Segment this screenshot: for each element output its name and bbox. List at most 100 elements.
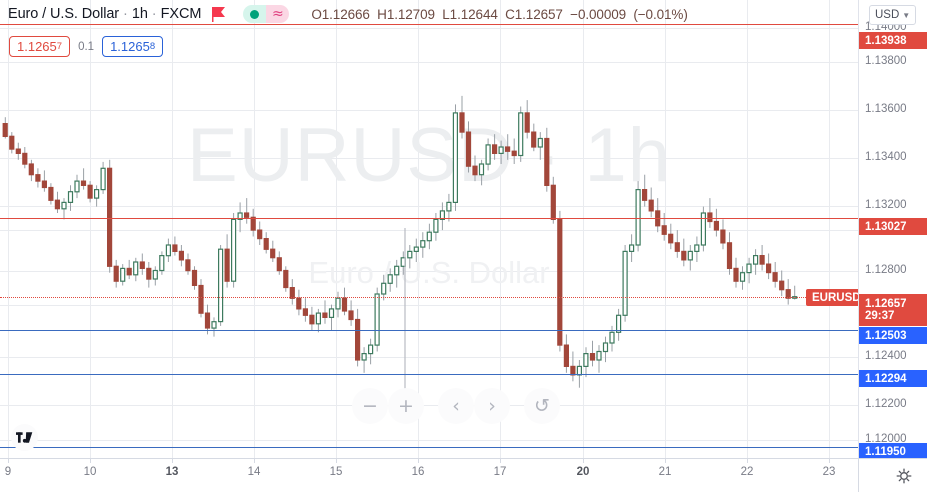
badge-value: 1.13027 xyxy=(865,220,907,233)
wave-icon[interactable]: ≈ xyxy=(266,5,290,23)
currency-selector[interactable]: USD ▼ xyxy=(869,5,917,25)
buy-price-badge[interactable]: 1.1265 8 xyxy=(102,36,164,57)
support-badge-1[interactable]: 1.12503 xyxy=(859,327,927,344)
grid-line-horizontal xyxy=(0,271,858,272)
scroll-right-button[interactable]: › xyxy=(474,388,510,424)
sell-price-main: 1.1265 xyxy=(17,39,57,54)
time-scale-divider xyxy=(858,459,859,492)
grid-line-horizontal xyxy=(0,110,858,111)
time-scale[interactable]: 9 10 13 14 15 16 17 20 21 22 23 xyxy=(0,458,927,492)
ohlc-values: O1.12666 H1.12709 L1.12644 C1.12657 −0.0… xyxy=(311,7,687,22)
price-level-support-1[interactable] xyxy=(0,329,858,331)
time-axis-label: 23 xyxy=(822,466,836,478)
exchange-label[interactable]: FXCM xyxy=(160,6,202,22)
scroll-left-button[interactable]: ‹ xyxy=(438,388,474,424)
chart-legend: Euro / U.S. Dollar · 1h · FXCM ≈ O1.1266… xyxy=(8,3,688,25)
time-axis-tick xyxy=(172,459,173,463)
symbol-title[interactable]: Euro / U.S. Dollar xyxy=(8,6,120,22)
last-price-tag[interactable]: EURUSD xyxy=(806,289,858,306)
high-level-badge[interactable]: 1.13938 xyxy=(859,32,927,49)
chart-nav-buttons: − + ‹ › ↺ xyxy=(352,388,560,424)
price-level-last-price[interactable] xyxy=(0,296,858,298)
price-level-resistance[interactable] xyxy=(0,217,858,219)
zoom-out-button[interactable]: − xyxy=(352,388,388,424)
time-axis-label: 13 xyxy=(165,466,179,478)
red-flag-icon[interactable] xyxy=(212,6,227,23)
legend-separator-1: · xyxy=(123,6,128,22)
high-value: 1.12709 xyxy=(386,6,435,22)
grid-line-vertical xyxy=(747,0,748,458)
time-axis-tick xyxy=(418,459,419,463)
price-level-upper-band[interactable] xyxy=(0,23,858,25)
time-axis-label: 14 xyxy=(247,466,261,478)
grid-line-horizontal xyxy=(0,305,858,306)
time-axis-label: 16 xyxy=(411,466,425,478)
time-axis-label: 9 xyxy=(4,466,12,478)
chevron-down-icon: ▼ xyxy=(902,10,911,20)
grid-line-horizontal xyxy=(0,357,858,358)
grid-line-vertical xyxy=(90,0,91,458)
price-axis-label: 1.12200 xyxy=(865,398,907,410)
time-axis-tick xyxy=(90,459,91,463)
mode-dot-icon[interactable] xyxy=(243,5,267,23)
grid-line-vertical xyxy=(336,0,337,458)
price-axis-label: 1.12800 xyxy=(865,264,907,276)
grid-line-vertical xyxy=(583,0,584,458)
time-axis-label: 20 xyxy=(576,466,590,478)
time-axis-label: 10 xyxy=(83,466,97,478)
time-axis-tick xyxy=(500,459,501,463)
reset-chart-button[interactable]: ↺ xyxy=(524,388,560,424)
time-axis-tick xyxy=(829,459,830,463)
badge-value: 1.11950 xyxy=(865,445,906,458)
time-axis-tick xyxy=(583,459,584,463)
low-value: 1.12644 xyxy=(449,6,498,22)
currency-label: USD xyxy=(875,9,900,21)
grid-line-vertical xyxy=(172,0,173,458)
gear-icon[interactable] xyxy=(896,468,912,484)
time-axis-tick xyxy=(8,459,9,463)
last-price-badge[interactable]: 1.12657 29:37 xyxy=(859,294,927,326)
change-value: −0.00009 xyxy=(570,6,627,22)
price-tag-symbol: EURUSD xyxy=(806,289,858,306)
badge-countdown: 29:37 xyxy=(865,310,895,322)
time-axis-label: 21 xyxy=(658,466,672,478)
tradingview-logo[interactable] xyxy=(11,424,38,451)
low-level-badge[interactable]: 1.11950 xyxy=(859,443,927,458)
grid-line-horizontal xyxy=(0,62,858,63)
resistance-badge[interactable]: 1.13027 xyxy=(859,218,927,235)
grid-line-vertical xyxy=(8,0,9,458)
time-axis-tick xyxy=(747,459,748,463)
time-axis-label: 22 xyxy=(740,466,754,478)
grid-line-horizontal xyxy=(0,440,858,441)
time-axis-tick xyxy=(336,459,337,463)
grid-line-horizontal xyxy=(0,405,858,406)
badge-value: 1.13938 xyxy=(865,34,907,47)
price-level-support-2[interactable] xyxy=(0,374,858,376)
time-axis-label: 17 xyxy=(493,466,507,478)
price-axis-label: 1.13800 xyxy=(865,55,907,67)
price-level-lower-band[interactable] xyxy=(0,447,858,449)
high-label: H xyxy=(377,6,387,22)
badge-value: 1.12503 xyxy=(865,329,907,342)
support-badge-2[interactable]: 1.12294 xyxy=(859,370,927,387)
change-percent: (−0.01%) xyxy=(633,6,688,22)
grid-line-vertical xyxy=(829,0,830,458)
candlestick-series xyxy=(2,95,798,398)
chart-mode-toggle[interactable]: ≈ xyxy=(243,5,290,23)
price-axis-label: 1.12400 xyxy=(865,350,907,362)
price-scale[interactable]: 1.140001.138001.136001.134001.132001.130… xyxy=(858,0,927,458)
sell-price-sup: 7 xyxy=(56,41,63,52)
low-label: L xyxy=(442,6,450,22)
time-axis-label: 15 xyxy=(329,466,343,478)
legend-separator-2: · xyxy=(151,6,157,22)
interval-label[interactable]: 1h xyxy=(131,6,148,22)
grid-line-horizontal xyxy=(0,206,858,207)
price-axis-label: 1.13400 xyxy=(865,151,907,163)
close-label: C xyxy=(505,6,515,22)
zoom-in-button[interactable]: + xyxy=(388,388,424,424)
sell-price-badge[interactable]: 1.1265 7 xyxy=(9,36,71,57)
price-axis-label: 1.12000 xyxy=(865,433,907,445)
open-value: 1.12666 xyxy=(321,6,370,22)
spread-value: 0.1 xyxy=(78,40,95,53)
